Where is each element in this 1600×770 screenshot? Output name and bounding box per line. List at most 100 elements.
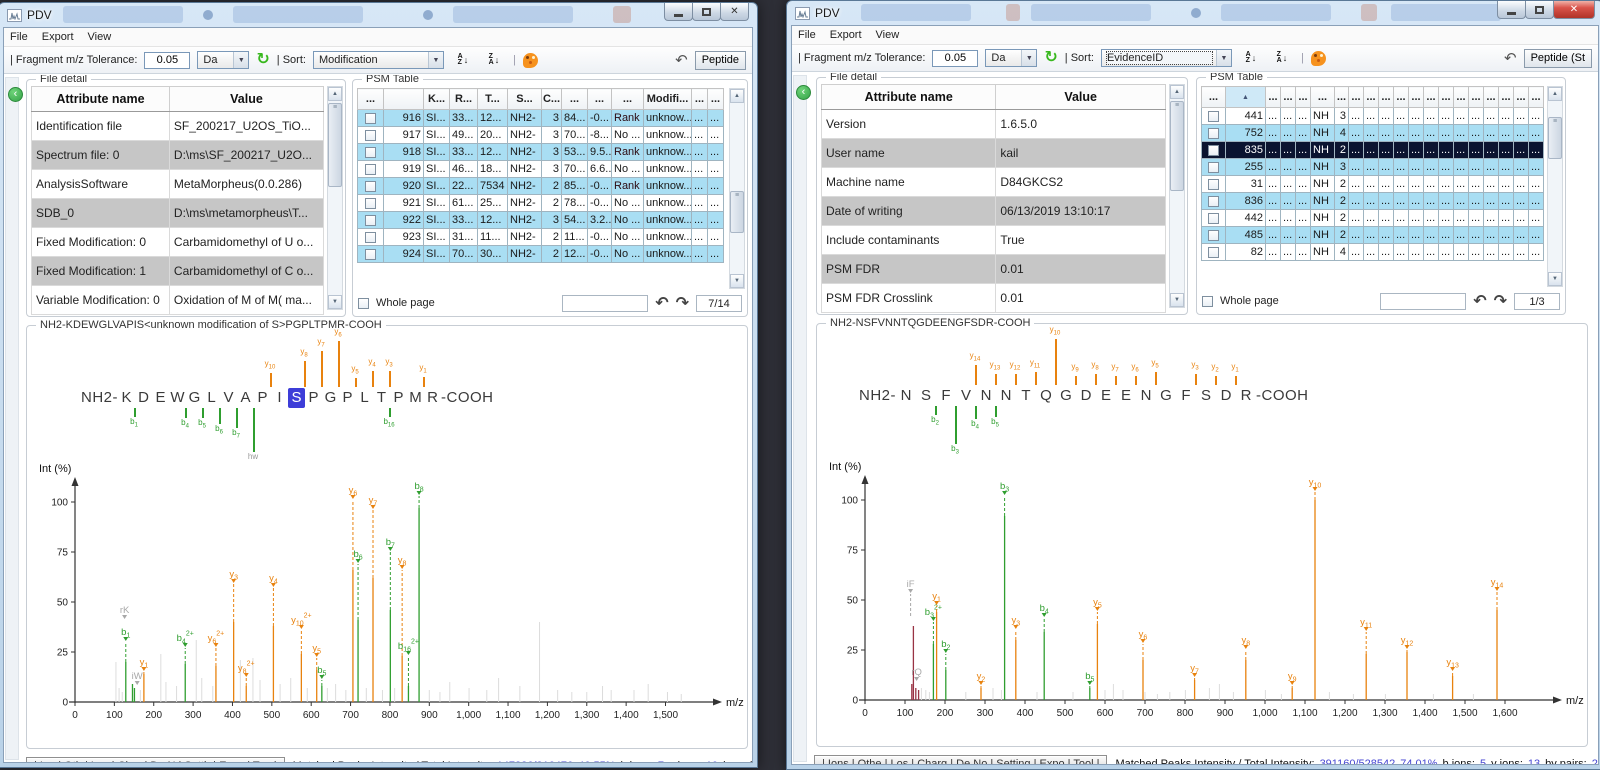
sort-select[interactable]: Modification ▼ — [313, 51, 444, 69]
row-checkbox[interactable] — [1208, 145, 1219, 156]
psm-column-header[interactable]: ... — [1335, 87, 1349, 108]
row-checkbox[interactable] — [365, 249, 376, 260]
title-bar[interactable]: PDV ✕ — [3, 3, 753, 27]
psm-column-header[interactable]: ... — [1311, 87, 1335, 108]
row-checkbox[interactable] — [365, 113, 376, 124]
row-checkbox[interactable] — [365, 164, 376, 175]
psm-column-header[interactable]: ... — [358, 89, 384, 110]
psm-row[interactable]: 255.........NH3.........................… — [1202, 159, 1544, 176]
psm-row[interactable]: 752.........NH4.........................… — [1202, 125, 1544, 142]
scroll-down-icon[interactable]: ▼ — [1170, 293, 1184, 307]
title-bar[interactable]: PDV ✕ — [791, 1, 1599, 25]
menu-view[interactable]: View — [88, 31, 112, 43]
psm-column-header[interactable]: ... — [708, 89, 724, 110]
row-checkbox[interactable] — [1208, 179, 1219, 190]
refresh-icon[interactable]: ↻ — [256, 52, 269, 68]
scrollbar[interactable]: ▲ ≡ ▼ — [1547, 86, 1563, 287]
scroll-down-icon[interactable]: ▼ — [730, 274, 744, 288]
psm-column-header[interactable]: ... — [1499, 87, 1514, 108]
spectrum-menu-buttons[interactable]: | Ions | Othe | Los | Charg | De No | Se… — [814, 755, 1107, 764]
close-button[interactable]: ✕ — [1553, 1, 1595, 19]
file-detail-row[interactable]: Variable Modification: 0Oxidation of M o… — [32, 286, 324, 315]
psm-row[interactable]: 485.........NH2.........................… — [1202, 227, 1544, 244]
scroll-down-icon[interactable]: ▼ — [328, 295, 342, 309]
undo-icon[interactable]: ↶ — [675, 51, 688, 69]
psm-row[interactable]: 442.........NH2.........................… — [1202, 210, 1544, 227]
row-checkbox[interactable] — [1208, 213, 1219, 224]
psm-column-header[interactable]: ... — [1469, 87, 1484, 108]
psm-column-header[interactable]: C... — [542, 89, 562, 110]
scrollbar[interactable]: ▲ ≡ ▼ — [327, 86, 343, 310]
psm-column-header[interactable]: R... — [450, 89, 478, 110]
row-checkbox[interactable] — [365, 147, 376, 158]
scroll-thumb[interactable]: ≡ — [730, 191, 744, 233]
row-checkbox[interactable] — [365, 232, 376, 243]
row-checkbox[interactable] — [1208, 247, 1219, 258]
minimize-button[interactable] — [1497, 1, 1526, 19]
unit-select[interactable]: Da ▼ — [985, 49, 1037, 67]
scrollbar[interactable]: ▲ ≡ ▼ — [1169, 84, 1185, 308]
maximize-button[interactable] — [692, 3, 721, 21]
spectrum-plot[interactable]: Int (%)0255075100m/z01002003004005006007… — [29, 446, 745, 746]
psm-row[interactable]: 923SI...31...11...NH2-211...-0...No ...u… — [358, 229, 724, 246]
row-checkbox[interactable] — [1208, 196, 1219, 207]
psm-row[interactable]: 917SI...49...20...NH2-370...-8...No ...u… — [358, 127, 724, 144]
psm-column-header[interactable]: ... — [1439, 87, 1454, 108]
scroll-down-icon[interactable]: ▼ — [1548, 272, 1562, 286]
psm-column-header[interactable]: T... — [478, 89, 508, 110]
psm-row[interactable]: 924SI...70...30...NH2-212...-0...No ...u… — [358, 246, 724, 263]
file-detail-row[interactable]: Date of writing06/13/2019 13:10:17 — [822, 197, 1166, 226]
psm-row[interactable]: 919SI...46...18...NH2-370...6.6...No ...… — [358, 161, 724, 178]
file-detail-row[interactable]: User namekail — [822, 139, 1166, 168]
psm-column-header[interactable]: S... — [508, 89, 542, 110]
scroll-thumb[interactable]: ≡ — [1548, 117, 1562, 159]
psm-column-header[interactable]: ... — [1454, 87, 1469, 108]
psm-column-header[interactable]: ... — [1394, 87, 1409, 108]
file-detail-row[interactable]: Machine nameD84GKCS2 — [822, 168, 1166, 197]
psm-row[interactable]: 916SI...33...12...NH2-384...-0...Rankunk… — [358, 110, 724, 127]
psm-column-header[interactable]: ... — [1296, 87, 1311, 108]
whole-page-checkbox[interactable] — [358, 298, 369, 309]
previous-page-icon[interactable]: ↶ — [655, 295, 668, 311]
file-detail-row[interactable]: Spectrum file: 0D:\ms\SF_200217_U2O... — [32, 141, 324, 170]
psm-row[interactable]: 918SI...33...12...NH2-353...9.5...Rankun… — [358, 144, 724, 161]
psm-column-header[interactable]: ... — [1281, 87, 1296, 108]
row-checkbox[interactable] — [1208, 111, 1219, 122]
scrollbar[interactable]: ▲ ≡ ▼ — [729, 88, 745, 289]
page-input[interactable] — [562, 295, 648, 312]
palette-icon[interactable] — [523, 53, 538, 68]
sort-ascending-icon[interactable]: AZ ↓ — [451, 51, 475, 70]
psm-column-header[interactable]: ... — [1514, 87, 1529, 108]
psm-row[interactable]: 31.........NH2..........................… — [1202, 176, 1544, 193]
psm-column-header[interactable]: ... — [1364, 87, 1379, 108]
file-detail-row[interactable]: Identification fileSF_200217_U2OS_TiO... — [32, 112, 324, 141]
spectrum-menu-buttons[interactable]: | Ion | Oth | Los | Char | De N | Settir… — [26, 757, 285, 762]
sort-ascending-icon[interactable]: AZ ↓ — [1239, 49, 1263, 68]
spectrum-plot[interactable]: Int (%)0255075100m/z01002003004005006007… — [819, 444, 1585, 744]
close-button[interactable]: ✕ — [720, 3, 749, 21]
menu-file[interactable]: File — [798, 29, 816, 41]
sort-descending-icon[interactable]: ZA ↓ — [1270, 49, 1294, 68]
collapse-button[interactable]: ‹ — [796, 85, 811, 100]
scroll-up-icon[interactable]: ▲ — [328, 87, 342, 101]
file-detail-row[interactable]: Fixed Modification: 0Carbamidomethyl of … — [32, 228, 324, 257]
palette-icon[interactable] — [1311, 51, 1326, 66]
file-detail-row[interactable]: Fixed Modification: 1Carbamidomethyl of … — [32, 257, 324, 286]
menu-file[interactable]: File — [10, 31, 28, 43]
psm-row[interactable]: 835.........NH2.........................… — [1202, 142, 1544, 159]
psm-column-header[interactable]: ... — [612, 89, 644, 110]
row-checkbox[interactable] — [1208, 162, 1219, 173]
peptide-button[interactable]: Peptide (St — [1524, 49, 1592, 68]
minimize-button[interactable] — [664, 3, 693, 21]
psm-column-header[interactable]: ... — [588, 89, 612, 110]
page-input[interactable] — [1380, 293, 1466, 310]
psm-column-header[interactable]: ... — [1349, 87, 1364, 108]
psm-row[interactable]: 921SI...61...25...NH2-278...-0...No ...u… — [358, 195, 724, 212]
tolerance-input[interactable] — [144, 52, 190, 69]
file-detail-row[interactable]: AnalysisSoftwareMetaMorpheus(0.0.286) — [32, 170, 324, 199]
psm-column-header[interactable]: ... — [1379, 87, 1394, 108]
file-detail-row[interactable]: PSM FDR0.01 — [822, 255, 1166, 284]
next-page-icon[interactable]: ↷ — [676, 295, 689, 311]
psm-column-header[interactable]: ... — [1266, 87, 1281, 108]
unit-select[interactable]: Da ▼ — [197, 51, 249, 69]
